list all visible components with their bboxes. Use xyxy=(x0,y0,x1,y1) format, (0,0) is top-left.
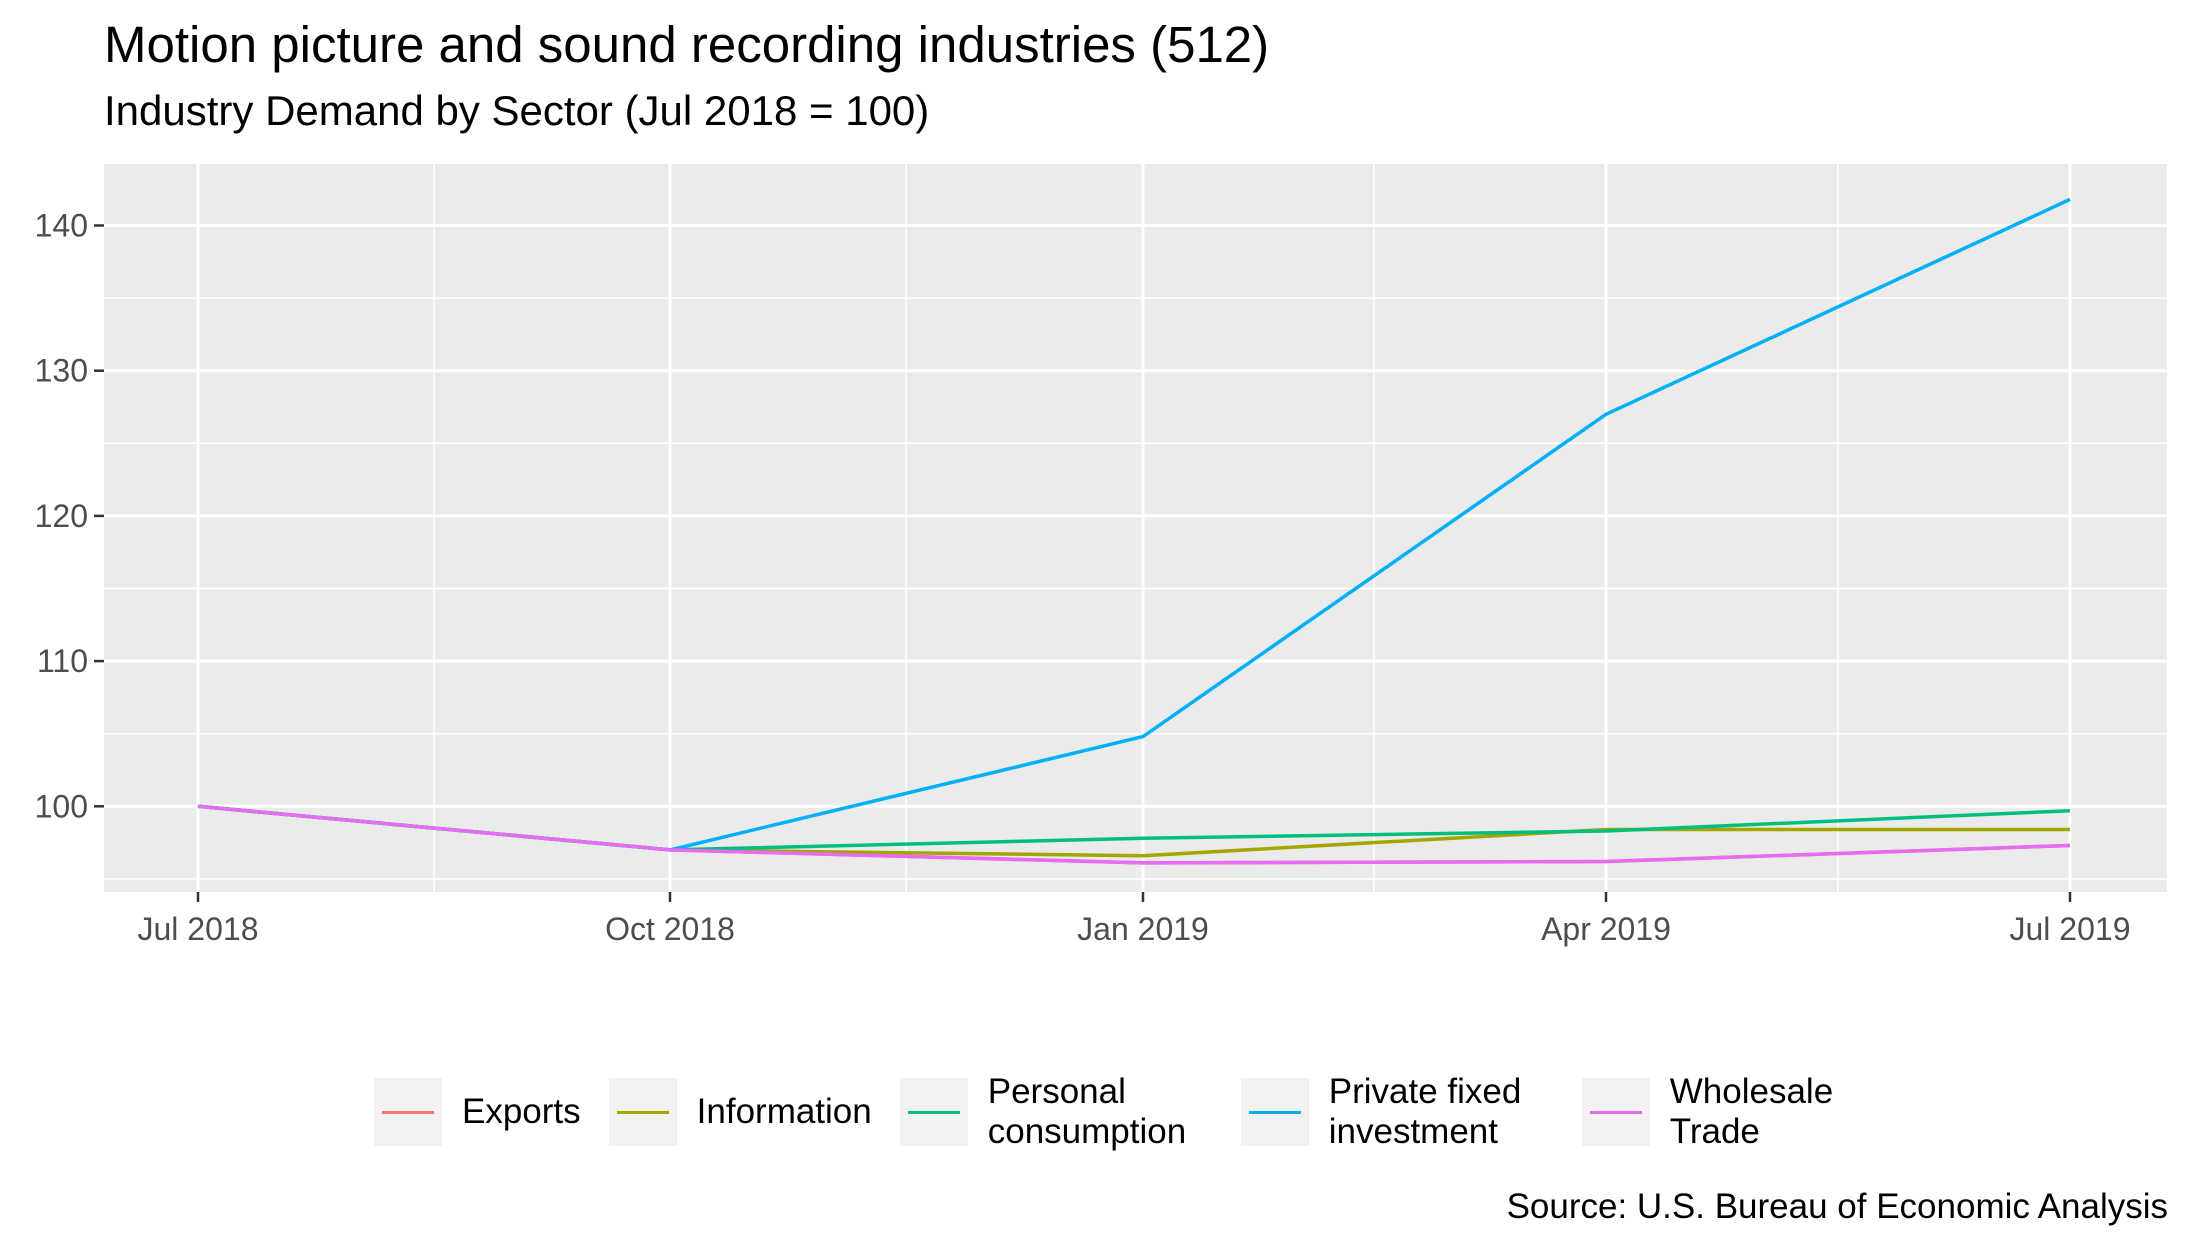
series-line-wholesale-trade xyxy=(197,804,2071,865)
x-tick-label: Oct 2018 xyxy=(605,911,735,947)
legend-swatch xyxy=(1589,1111,1642,1114)
legend-key-exports xyxy=(374,1078,442,1146)
y-tick-label: 110 xyxy=(37,643,88,679)
legend-item-wholesale-trade: Wholesale Trade xyxy=(1581,1072,1895,1152)
legend-item-information: Information xyxy=(608,1078,872,1146)
plot-panel xyxy=(104,164,2167,892)
chart-subtitle: Industry Demand by Sector (Jul 2018 = 10… xyxy=(104,87,930,134)
major-gridlines xyxy=(104,164,2167,892)
minor-gridlines xyxy=(104,164,2167,892)
legend-label: Information xyxy=(696,1092,872,1131)
legend-swatch xyxy=(907,1111,960,1114)
chart-title: Motion picture and sound recording indus… xyxy=(104,16,1270,73)
legend-swatch xyxy=(616,1111,669,1114)
legend-label: Personal consumption xyxy=(987,1072,1187,1151)
legend-key-information xyxy=(608,1078,677,1146)
x-tick-label: Jul 2019 xyxy=(2010,911,2131,947)
legend: Exports Information Personal consumption Pr… xyxy=(374,1072,1923,1152)
x-tick-label: Jan 2019 xyxy=(1077,911,1209,947)
axis-ticks xyxy=(94,224,2072,902)
legend-item-private-fixed-investment: Private fixed investment xyxy=(1240,1072,1554,1152)
legend-label: Wholesale Trade xyxy=(1669,1072,1834,1151)
x-axis-tick-labels: Jul 2018 Oct 2018 Jan 2019 Apr 2019 Jul 2019 xyxy=(138,911,2131,947)
series-lines xyxy=(197,197,2071,865)
legend-key-private-fixed-investment xyxy=(1240,1078,1309,1146)
y-tick-label: 100 xyxy=(35,788,88,824)
x-tick-label: Jul 2018 xyxy=(138,911,259,947)
legend-swatch xyxy=(1248,1111,1301,1114)
legend-swatch xyxy=(382,1111,434,1114)
y-tick-label: 140 xyxy=(35,208,88,244)
legend-item-personal-consumption: Personal consumption xyxy=(899,1072,1213,1152)
x-tick-label: Apr 2019 xyxy=(1541,911,1671,947)
legend-key-wholesale-trade xyxy=(1581,1078,1650,1146)
y-tick-label: 120 xyxy=(35,498,88,534)
legend-label: Private fixed investment xyxy=(1328,1072,1522,1151)
y-tick-label: 130 xyxy=(35,353,88,389)
source-caption: Source: U.S. Bureau of Economic Analysis xyxy=(1506,1187,2168,1226)
y-axis-tick-labels: 100 110 120 130 140 xyxy=(35,208,88,825)
legend-key-personal-consumption xyxy=(899,1078,968,1146)
legend-item-exports: Exports xyxy=(374,1078,581,1146)
legend-label: Exports xyxy=(462,1092,581,1131)
